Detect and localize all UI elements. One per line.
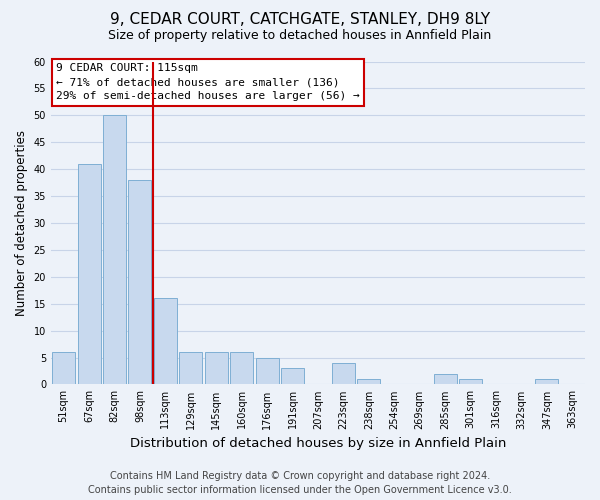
Text: Size of property relative to detached houses in Annfield Plain: Size of property relative to detached ho… xyxy=(109,29,491,42)
Text: 9 CEDAR COURT: 115sqm
← 71% of detached houses are smaller (136)
29% of semi-det: 9 CEDAR COURT: 115sqm ← 71% of detached … xyxy=(56,63,360,101)
Bar xyxy=(77,164,101,384)
Bar xyxy=(459,379,482,384)
Bar xyxy=(128,180,151,384)
Bar xyxy=(535,379,558,384)
X-axis label: Distribution of detached houses by size in Annfield Plain: Distribution of detached houses by size … xyxy=(130,437,506,450)
Bar xyxy=(358,379,380,384)
Y-axis label: Number of detached properties: Number of detached properties xyxy=(15,130,28,316)
Bar xyxy=(103,116,126,384)
Text: Contains HM Land Registry data © Crown copyright and database right 2024.
Contai: Contains HM Land Registry data © Crown c… xyxy=(88,471,512,495)
Bar xyxy=(256,358,278,384)
Bar xyxy=(52,352,75,384)
Bar xyxy=(281,368,304,384)
Text: 9, CEDAR COURT, CATCHGATE, STANLEY, DH9 8LY: 9, CEDAR COURT, CATCHGATE, STANLEY, DH9 … xyxy=(110,12,490,28)
Bar xyxy=(230,352,253,384)
Bar xyxy=(179,352,202,384)
Bar xyxy=(154,298,177,384)
Bar xyxy=(434,374,457,384)
Bar xyxy=(332,363,355,384)
Bar xyxy=(205,352,227,384)
